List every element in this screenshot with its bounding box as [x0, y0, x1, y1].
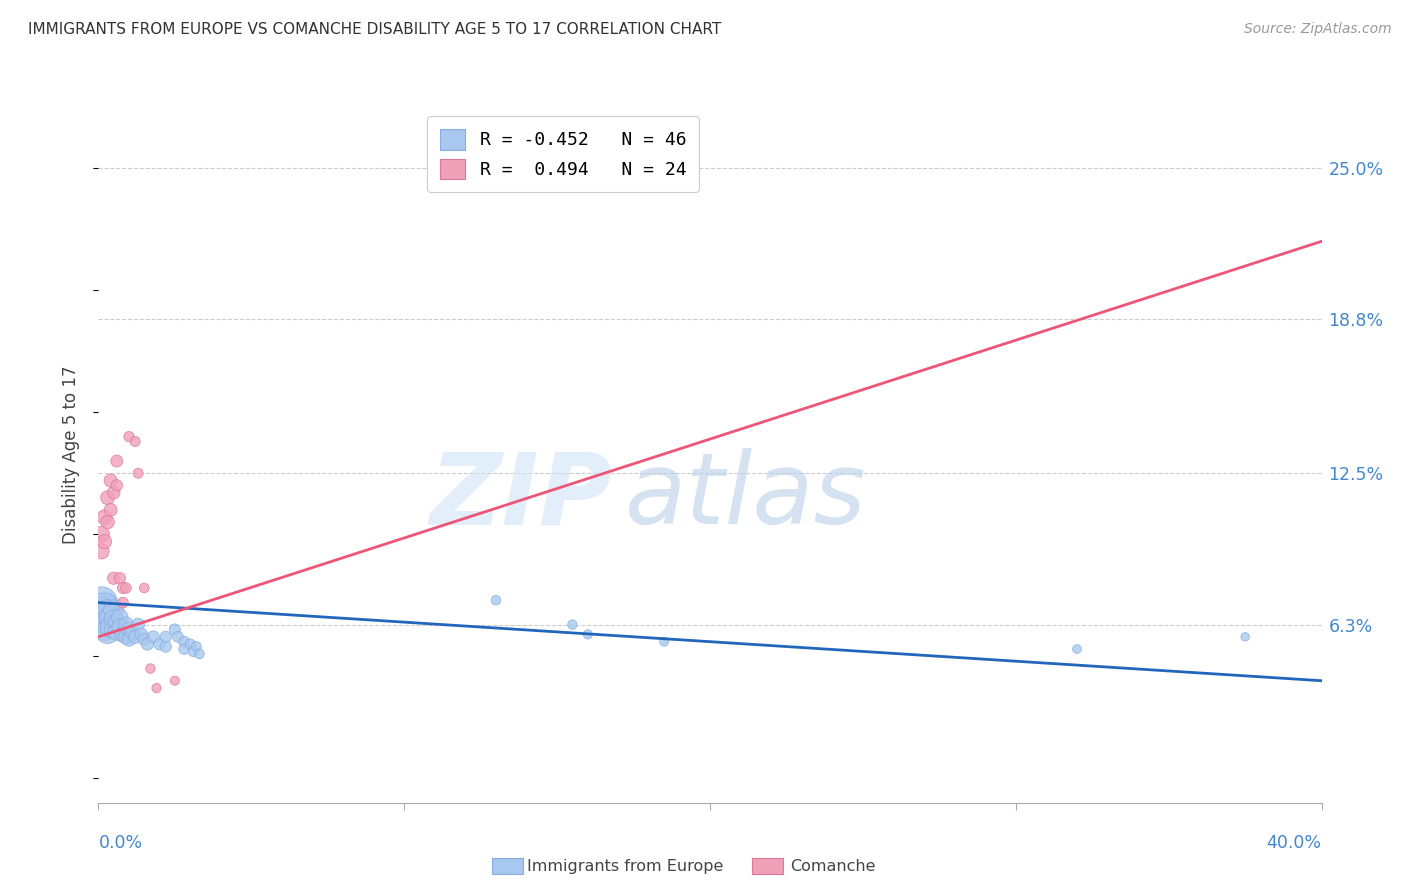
Point [111, 581, 134, 595]
Point [652, 634, 675, 648]
Point [561, 617, 583, 632]
Point [103, 623, 125, 637]
Point [155, 630, 177, 644]
Point [124, 630, 146, 644]
Point [173, 634, 195, 648]
Point [149, 637, 172, 651]
Point [100, 620, 122, 634]
Text: 0.0%: 0.0% [98, 834, 142, 852]
Point [90, 606, 112, 620]
Point [111, 627, 134, 641]
Point [115, 581, 138, 595]
Point [163, 673, 186, 688]
Point [97, 491, 120, 505]
Point [103, 571, 125, 585]
Point [93, 510, 115, 524]
Point [179, 637, 201, 651]
Point [97, 615, 120, 629]
Point [167, 630, 190, 644]
Text: Source: ZipAtlas.com: Source: ZipAtlas.com [1244, 22, 1392, 37]
Point [90, 596, 112, 610]
Point [142, 630, 165, 644]
Point [115, 617, 138, 632]
Point [181, 644, 204, 658]
Point [127, 467, 149, 481]
Text: atlas: atlas [624, 448, 866, 545]
Point [155, 640, 177, 654]
Text: IMMIGRANTS FROM EUROPE VS COMANCHE DISABILITY AGE 5 TO 17 CORRELATION CHART: IMMIGRANTS FROM EUROPE VS COMANCHE DISAB… [28, 22, 721, 37]
Y-axis label: Disability Age 5 to 17: Disability Age 5 to 17 [62, 366, 80, 544]
Text: Comanche: Comanche [790, 859, 876, 873]
Point [108, 610, 131, 624]
Point [136, 637, 159, 651]
Point [90, 527, 112, 541]
Text: ZIP: ZIP [429, 448, 612, 545]
Point [127, 617, 149, 632]
Point [105, 478, 128, 492]
Point [163, 623, 186, 637]
Point [118, 429, 141, 443]
Point [103, 613, 125, 627]
Point [97, 624, 120, 639]
Point [145, 681, 167, 695]
Point [93, 600, 115, 615]
Point [134, 632, 156, 647]
Point [105, 615, 128, 629]
Point [576, 627, 599, 641]
Point [100, 474, 122, 488]
Legend: R = -0.452   N = 46, R =  0.494   N = 24: R = -0.452 N = 46, R = 0.494 N = 24 [427, 116, 699, 192]
Point [93, 534, 115, 549]
Point [90, 544, 112, 558]
Point [186, 640, 208, 654]
Point [93, 613, 115, 627]
Point [129, 627, 152, 641]
Point [100, 503, 122, 517]
Point [121, 624, 143, 639]
Point [139, 661, 162, 675]
Point [105, 624, 128, 639]
Point [103, 485, 125, 500]
Point [134, 581, 156, 595]
Point [1066, 642, 1088, 657]
Point [100, 610, 122, 624]
Text: Immigrants from Europe: Immigrants from Europe [527, 859, 724, 873]
Point [103, 603, 125, 617]
Point [173, 642, 195, 657]
Point [540, 166, 562, 180]
Point [118, 632, 141, 647]
Point [108, 620, 131, 634]
Point [105, 454, 128, 468]
Point [108, 571, 131, 585]
Point [188, 647, 211, 661]
Point [118, 623, 141, 637]
Point [115, 630, 138, 644]
Point [485, 593, 508, 607]
Point [97, 515, 120, 529]
Point [124, 434, 146, 449]
Text: 40.0%: 40.0% [1267, 834, 1322, 852]
Point [97, 606, 120, 620]
Point [93, 620, 115, 634]
Point [1234, 630, 1257, 644]
Point [111, 596, 134, 610]
